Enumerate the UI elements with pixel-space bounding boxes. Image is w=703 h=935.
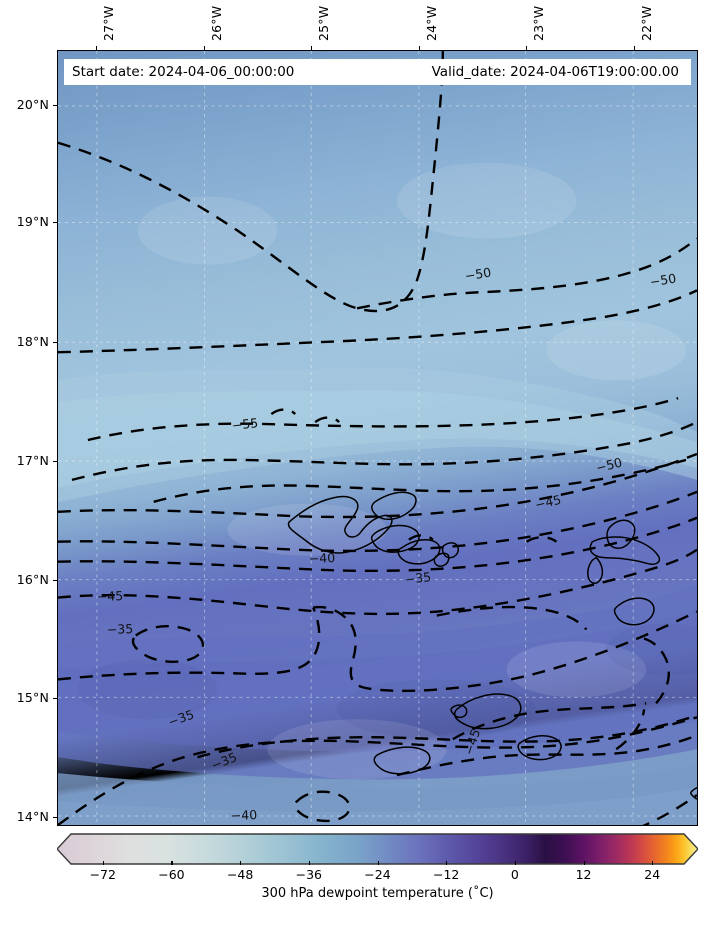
colorbar-tick-mark bbox=[446, 861, 448, 865]
y-tick-mark bbox=[53, 461, 57, 463]
x-tick-mark bbox=[96, 46, 98, 50]
colorbar-tick-mark bbox=[102, 861, 104, 865]
y-tick-label: 19°N bbox=[16, 214, 49, 229]
x-tick-label: 23°W bbox=[531, 5, 546, 41]
colorbar-tick-label: −24 bbox=[364, 867, 391, 882]
colorbar-tick-mark bbox=[514, 861, 517, 865]
x-tick-mark bbox=[526, 46, 528, 50]
contour-label: −40 bbox=[230, 807, 258, 823]
y-tick-label: 16°N bbox=[16, 572, 49, 587]
y-tick-label: 18°N bbox=[16, 334, 49, 349]
x-tick-label: 26°W bbox=[209, 5, 224, 41]
x-tick-mark bbox=[311, 46, 313, 50]
x-tick-label: 25°W bbox=[316, 5, 331, 41]
title-box: Start date: 2024-04-06_00:00:00 Valid_da… bbox=[64, 59, 691, 85]
y-tick-mark bbox=[53, 342, 57, 344]
colorbar[interactable]: −72 −60 −48 −36 −24 −12 0 12 24 bbox=[57, 833, 698, 882]
colorbar-label: 300 hPa dewpoint temperature (˚C) bbox=[261, 886, 494, 901]
coastlines bbox=[287, 491, 697, 800]
x-tick-label: 24°W bbox=[424, 5, 439, 41]
colorbar-tick-mark bbox=[583, 861, 585, 865]
x-tick-label: 27°W bbox=[101, 5, 116, 41]
x-tick-mark bbox=[204, 46, 206, 50]
x-tick-mark bbox=[634, 46, 636, 50]
contour-label: −40 bbox=[308, 550, 336, 566]
y-tick-label: 20°N bbox=[16, 97, 49, 112]
gridlines bbox=[58, 51, 697, 825]
colorbar-tick-label: 24 bbox=[644, 867, 661, 882]
valid-date-text: Valid_date: 2024-04-06T19:00:00.00 bbox=[431, 64, 679, 80]
start-date-text: Start date: 2024-04-06_00:00:00 bbox=[72, 64, 295, 80]
colorbar-tick-label: 12 bbox=[575, 867, 592, 882]
y-tick-mark bbox=[53, 817, 57, 819]
colorbar-tick-mark bbox=[652, 861, 654, 865]
colorbar-tick-label: −12 bbox=[432, 867, 460, 882]
y-tick-label: 17°N bbox=[16, 453, 49, 468]
colorbar-tick-label: −72 bbox=[89, 867, 116, 882]
contour-label: −35 bbox=[404, 569, 432, 587]
dewpoint-field bbox=[58, 51, 697, 825]
y-tick-mark bbox=[53, 105, 57, 107]
y-tick-label: 14°N bbox=[16, 809, 49, 824]
colorbar-tick-label: −36 bbox=[295, 867, 323, 882]
y-tick-mark bbox=[53, 698, 57, 700]
contour-lines bbox=[58, 51, 697, 825]
map-overlay bbox=[58, 51, 697, 825]
contour-label: −45 bbox=[96, 588, 124, 604]
colorbar-tick-mark bbox=[377, 861, 379, 865]
contour-label: −35 bbox=[106, 621, 134, 637]
colorbar-tick-mark bbox=[240, 861, 242, 865]
y-tick-label: 15°N bbox=[16, 690, 49, 705]
colorbar-tick-mark bbox=[308, 861, 310, 865]
x-tick-label: 22°W bbox=[639, 5, 654, 41]
contour-label: −55 bbox=[231, 415, 259, 433]
colorbar-gradient bbox=[57, 833, 698, 865]
map-axes[interactable] bbox=[57, 50, 698, 826]
colorbar-tick-mark bbox=[171, 861, 173, 865]
colorbar-tick-label: −60 bbox=[158, 867, 185, 882]
colorbar-tick-label: 0 bbox=[510, 867, 519, 882]
x-tick-mark bbox=[419, 46, 421, 50]
y-tick-mark bbox=[53, 580, 57, 582]
colorbar-tick-label: −48 bbox=[226, 867, 254, 882]
y-tick-mark bbox=[53, 222, 57, 224]
